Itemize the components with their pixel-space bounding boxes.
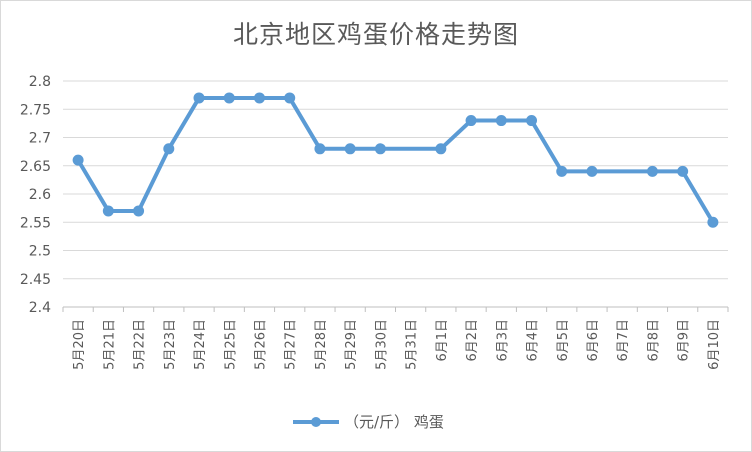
data-point <box>344 143 356 155</box>
data-point <box>163 143 175 155</box>
data-point <box>314 143 326 155</box>
data-point <box>435 143 447 155</box>
data-point <box>223 92 235 104</box>
legend-label: （元/斤） 鸡蛋 <box>344 413 444 431</box>
data-point <box>465 115 477 127</box>
x-tick-label: 6月3日 <box>495 319 510 362</box>
y-tick-label: 2.7 <box>29 131 51 147</box>
data-point <box>526 115 538 127</box>
legend: （元/斤） 鸡蛋 <box>293 413 444 431</box>
x-tick-label: 6月7日 <box>616 319 631 362</box>
data-point <box>495 115 507 127</box>
x-tick-label: 5月24日 <box>193 319 208 370</box>
data-point <box>586 165 598 177</box>
y-axis-tick-labels: 2.4 2.45 2.5 2.55 2.6 2.65 2.7 2.75 2.8 <box>20 74 51 316</box>
legend-marker-swatch <box>311 417 321 427</box>
y-tick-label: 2.8 <box>29 74 51 90</box>
data-point <box>102 205 114 217</box>
data-point <box>72 154 84 166</box>
x-tick-label: 6月2日 <box>465 319 480 362</box>
y-tick-label: 2.6 <box>29 187 51 203</box>
data-point <box>133 205 145 217</box>
data-point <box>556 165 568 177</box>
y-tick-label: 2.75 <box>20 102 51 118</box>
x-tick-label: 6月8日 <box>646 319 661 362</box>
data-point <box>374 143 386 155</box>
data-point <box>253 92 265 104</box>
data-point <box>193 92 205 104</box>
x-tick-label: 5月25日 <box>223 319 238 370</box>
x-tick-label: 6月1日 <box>435 319 450 362</box>
x-tick-label: 6月10日 <box>707 319 722 370</box>
x-tick-label: 6月4日 <box>526 319 541 362</box>
x-axis-tick-labels: 5月20日 5月21日 5月22日 5月23日 5月24日 5月25日 5月26日 5月27日… <box>72 319 722 370</box>
x-tick-label: 5月23日 <box>163 319 178 370</box>
x-tick-label: 6月6日 <box>586 319 601 362</box>
x-tick-label: 5月28日 <box>314 319 329 370</box>
y-tick-label: 2.5 <box>29 244 51 260</box>
x-tick-label: 5月26日 <box>253 319 268 370</box>
x-tick-label: 5月27日 <box>284 319 299 370</box>
x-tick-label: 5月20日 <box>72 319 87 370</box>
x-tick-label: 6月9日 <box>677 319 692 362</box>
data-point <box>284 92 296 104</box>
series-line <box>76 95 715 225</box>
x-tick-label: 5月21日 <box>102 319 117 370</box>
x-tick-label: 5月29日 <box>344 319 359 370</box>
y-tick-label: 2.55 <box>20 215 51 231</box>
y-tick-label: 2.45 <box>20 272 51 288</box>
x-tick-label: 5月31日 <box>405 319 420 370</box>
x-tick-label: 5月22日 <box>133 319 148 370</box>
x-tick-label: 5月30日 <box>374 319 389 370</box>
data-point <box>677 165 689 177</box>
chart-title: 北京地区鸡蛋价格走势图 <box>232 20 519 49</box>
data-point <box>646 165 658 177</box>
series-egg <box>72 92 719 228</box>
x-tick-label: 6月5日 <box>556 319 571 362</box>
y-tick-label: 2.65 <box>20 159 51 175</box>
gridlines <box>63 80 728 308</box>
data-point <box>707 216 719 228</box>
x-axis <box>62 306 729 312</box>
y-tick-label: 2.4 <box>29 300 51 316</box>
